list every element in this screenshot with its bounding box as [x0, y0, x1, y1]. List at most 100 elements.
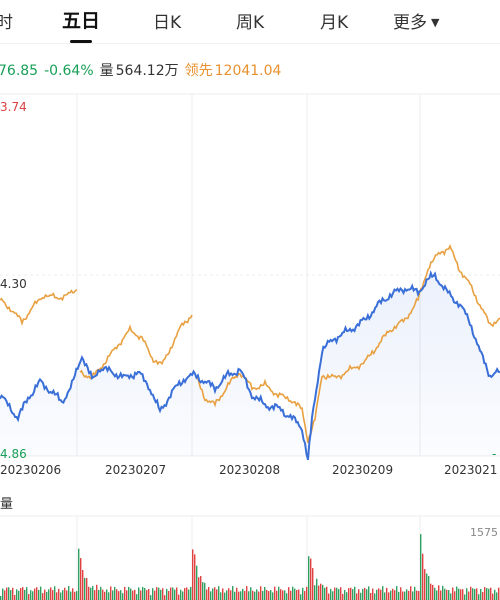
- volume-bar: [300, 594, 302, 600]
- price-line: [0, 269, 500, 461]
- volume-bar: [46, 591, 48, 600]
- volume-bar: [350, 587, 352, 600]
- lead-label: 领先: [184, 63, 213, 79]
- volume-bar: [148, 588, 150, 600]
- volume-bar: [480, 588, 482, 600]
- volume-bar: [140, 590, 142, 600]
- volume-bar: [170, 587, 172, 600]
- volume-bar: [98, 589, 100, 600]
- volume-bar: [488, 588, 490, 600]
- volume-bar: [22, 587, 24, 600]
- volume-bar: [124, 586, 126, 600]
- period-tab-bar: 时 五日 日K 周K 月K 更多 ▼: [0, 0, 500, 44]
- volume-bar: [408, 590, 410, 600]
- volume-bar: [474, 588, 476, 600]
- volume-bar: [482, 591, 484, 600]
- volume-bar: [220, 592, 222, 600]
- volume-bar: [74, 591, 76, 600]
- tab-more-label: 更多: [393, 13, 427, 33]
- volume-bar: [496, 592, 498, 600]
- volume-bar: [286, 593, 288, 600]
- volume-bar: [36, 587, 38, 600]
- volume-bar: [118, 591, 120, 600]
- volume-bar: [64, 587, 66, 600]
- volume-bar: [422, 553, 424, 600]
- volume-bar: [274, 586, 276, 600]
- volume-max-label: 1575: [470, 526, 498, 539]
- volume-bar: [282, 590, 284, 600]
- volume-bar: [152, 588, 154, 600]
- tab-five-day[interactable]: 五日: [62, 6, 100, 43]
- tab-more[interactable]: 更多 ▼: [393, 8, 439, 33]
- volume-bar: [494, 589, 496, 600]
- volume-bar: [354, 586, 356, 600]
- tab-weekly-k[interactable]: 周K: [236, 13, 265, 33]
- volume-bar: [458, 588, 460, 600]
- volume-bar: [370, 592, 372, 600]
- volume-bar: [358, 589, 360, 600]
- volume-bar: [130, 588, 132, 600]
- volume-bar: [334, 587, 336, 600]
- volume-bar: [450, 593, 452, 600]
- volume-bar: [404, 591, 406, 600]
- volume-bar: [342, 593, 344, 600]
- volume-bar: [446, 589, 448, 600]
- volume-bar: [272, 592, 274, 600]
- volume-bar: [462, 589, 464, 600]
- volume-bar: [264, 586, 266, 600]
- volume-bar: [172, 587, 174, 600]
- volume-bar: [16, 589, 18, 600]
- volume-bar: [268, 591, 270, 600]
- volume-bar: [40, 586, 42, 600]
- volume-bar: [430, 583, 432, 600]
- date-label-3: 20230208: [219, 463, 280, 477]
- volume-bar: [244, 590, 246, 600]
- volume-bar: [212, 588, 214, 600]
- volume-bar: [440, 590, 442, 600]
- volume-bar: [120, 590, 122, 600]
- volume-bar: [346, 592, 348, 600]
- volume-bar: [324, 587, 326, 600]
- tab-monthly-k[interactable]: 月K: [320, 13, 349, 33]
- volume-bar: [368, 586, 370, 600]
- volume-bar: [258, 591, 260, 600]
- volume-bar: [166, 588, 168, 600]
- volume-bar: [436, 590, 438, 600]
- volume-bar: [56, 592, 58, 600]
- volume-bar: [66, 590, 68, 600]
- volume-bar: [362, 588, 364, 600]
- volume-bar: [122, 593, 124, 600]
- date-label-1: 20230206: [0, 463, 61, 477]
- volume-bar: [254, 591, 256, 600]
- volume-bar: [206, 589, 208, 600]
- volume-bar: [420, 534, 422, 600]
- volume-bar: [188, 589, 190, 600]
- tab-intraday[interactable]: 时: [0, 13, 13, 33]
- volume-bar: [20, 588, 22, 600]
- volume-bar: [470, 586, 472, 600]
- volume-bar: [290, 590, 292, 600]
- volume-bar: [262, 590, 264, 600]
- volume-bar: [442, 585, 444, 600]
- volume-bar: [150, 595, 152, 600]
- volume-bar: [4, 590, 6, 600]
- volume-bar: [292, 586, 294, 600]
- volume-bar: [214, 587, 216, 600]
- price-area-fill: [0, 273, 500, 460]
- volume-bar: [322, 584, 324, 600]
- volume-value: 564.12万: [115, 63, 179, 79]
- volume-bar: [476, 588, 478, 600]
- volume-bar: [328, 593, 330, 600]
- tab-daily-k[interactable]: 日K: [153, 13, 182, 33]
- volume-bar: [52, 590, 54, 600]
- volume-bar: [392, 588, 394, 600]
- volume-bar: [398, 591, 400, 600]
- volume-bar: [156, 587, 158, 600]
- volume-bar: [76, 591, 78, 600]
- volume-section-label: 量: [0, 497, 13, 512]
- volume-bar: [428, 576, 430, 600]
- volume-bar: [326, 586, 328, 600]
- volume-bar: [432, 584, 434, 600]
- volume-bar: [208, 586, 210, 600]
- volume-bar: [284, 590, 286, 600]
